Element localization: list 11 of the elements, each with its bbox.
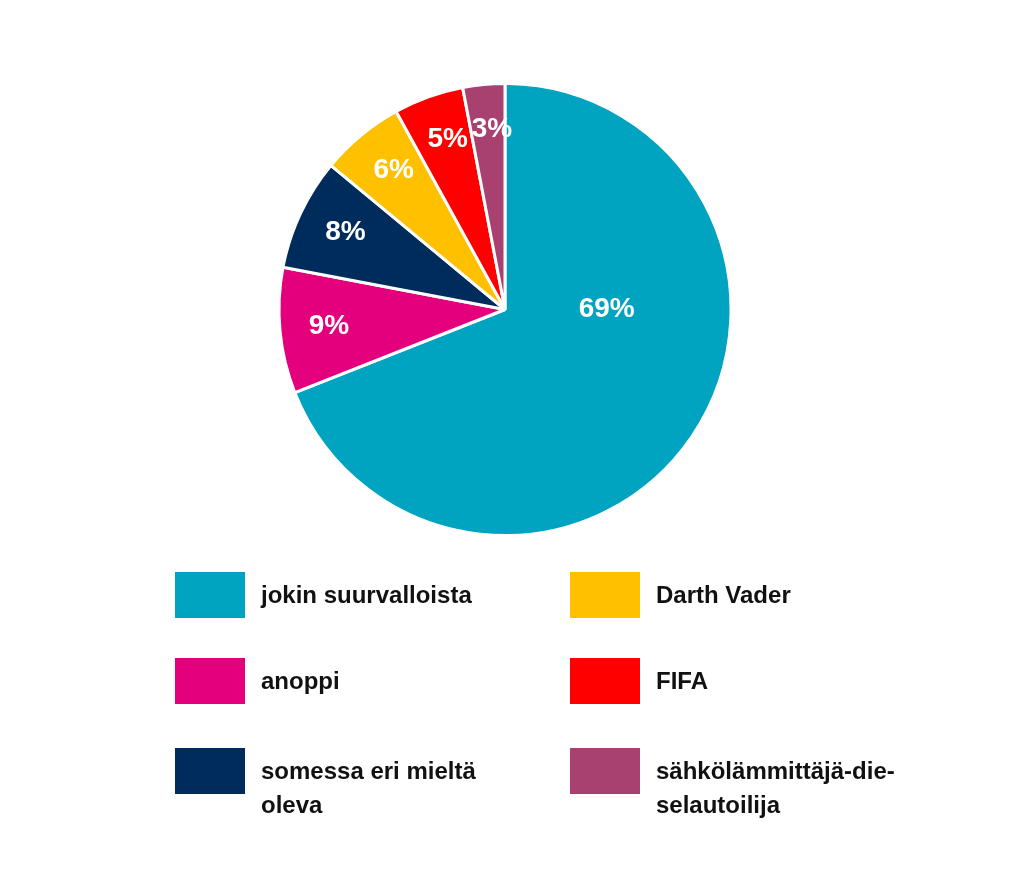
data-label: 69% xyxy=(578,292,635,324)
legend-label: FIFA xyxy=(656,666,709,696)
legend-label: sähkölämmittäjä-die-selautoilija xyxy=(656,756,896,820)
legend-label: Darth Vader xyxy=(656,580,792,610)
data-label: 6% xyxy=(373,152,415,184)
legend-label: somessa eri mieltä oleva xyxy=(261,756,477,820)
data-label: 5% xyxy=(427,122,469,154)
legend-label: jokin suurvalloista xyxy=(261,580,473,610)
legend-label: anoppi xyxy=(261,666,341,696)
data-label: 8% xyxy=(325,215,366,247)
data-label: 9% xyxy=(308,309,350,341)
